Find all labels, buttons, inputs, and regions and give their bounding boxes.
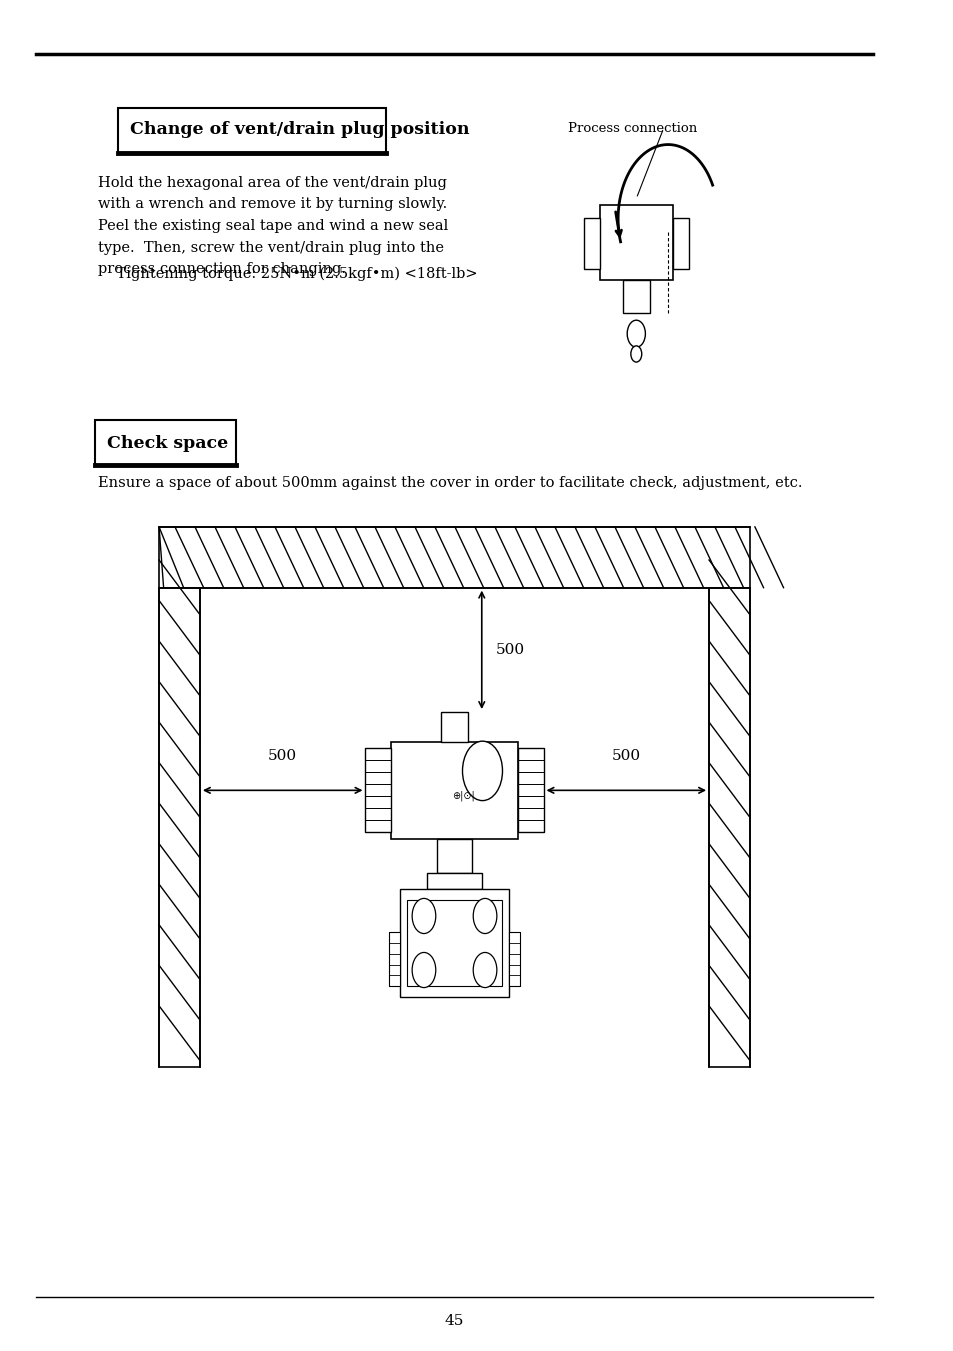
Bar	[427, 873, 481, 889]
Bar	[436, 839, 472, 873]
Bar	[509, 932, 519, 986]
Text: ⊕|⊙|: ⊕|⊙|	[452, 790, 475, 801]
Circle shape	[473, 952, 497, 988]
Bar	[708, 588, 749, 1067]
Text: Process connection: Process connection	[568, 122, 697, 135]
Bar	[391, 742, 517, 839]
Bar	[672, 218, 688, 269]
Circle shape	[412, 952, 436, 988]
Circle shape	[412, 898, 436, 934]
Text: Change of vent/drain plug position: Change of vent/drain plug position	[130, 122, 469, 138]
Text: Ensure a space of about 500mm against the cover in order to facilitate check, ad: Ensure a space of about 500mm against th…	[98, 476, 801, 489]
FancyBboxPatch shape	[95, 420, 236, 465]
Circle shape	[462, 742, 502, 801]
Text: 45: 45	[444, 1315, 464, 1328]
Text: Hold the hexagonal area of the vent/drain plug
with a wrench and remove it by tu: Hold the hexagonal area of the vent/drai…	[98, 176, 448, 277]
Circle shape	[630, 346, 641, 362]
Bar	[583, 218, 599, 269]
Bar	[440, 712, 468, 742]
Bar	[407, 900, 501, 986]
Bar	[159, 527, 749, 588]
Bar	[365, 748, 391, 832]
FancyBboxPatch shape	[118, 108, 386, 153]
Bar	[599, 205, 672, 280]
Text: Check space: Check space	[107, 435, 229, 451]
Text: 500: 500	[611, 750, 640, 763]
Text: 500: 500	[495, 643, 524, 657]
Circle shape	[626, 320, 645, 347]
Bar	[159, 588, 200, 1067]
Bar	[389, 932, 399, 986]
Text: 500: 500	[268, 750, 297, 763]
Circle shape	[473, 898, 497, 934]
Bar	[622, 280, 649, 313]
Bar	[399, 889, 509, 997]
Text: Tightening torque: 25N•m (2.5kgf•m) <18ft-lb>: Tightening torque: 25N•m (2.5kgf•m) <18f…	[98, 266, 477, 281]
Bar	[517, 748, 543, 832]
